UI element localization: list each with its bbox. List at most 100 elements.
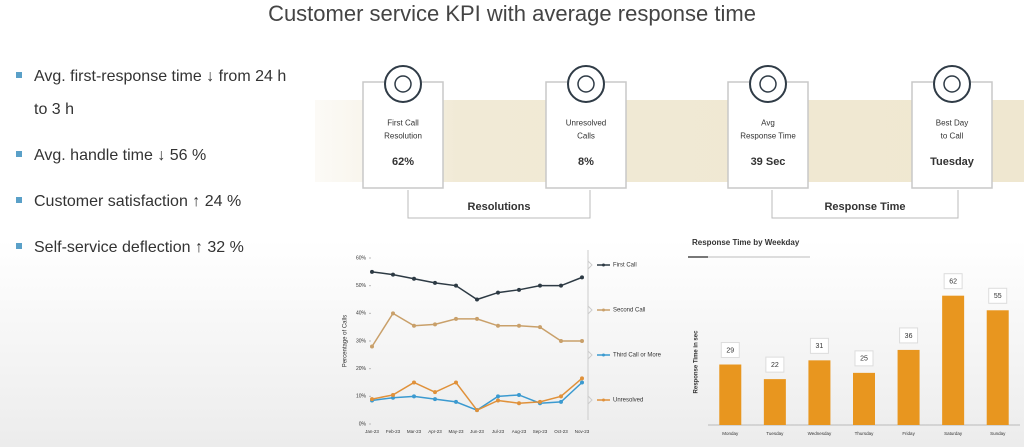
- x-tick-label: Friday: [902, 431, 915, 436]
- series-line: [371, 381, 583, 412]
- x-tick-label: Tuesday: [766, 431, 784, 436]
- bullet: Avg. first-response time ↓ from 24 h to …: [14, 60, 304, 126]
- x-tick-label: Jul-23: [492, 429, 505, 434]
- point: [433, 397, 437, 402]
- point: [580, 339, 584, 343]
- legend-label: First Call: [613, 263, 637, 269]
- group-label: Resolutions: [468, 201, 531, 213]
- point: [433, 390, 437, 395]
- point: [391, 311, 395, 316]
- point: [370, 344, 374, 349]
- legend-swatch: [602, 353, 605, 357]
- legend-notch: [587, 305, 593, 315]
- y-tick-label: 40%: [356, 311, 367, 317]
- point: [475, 316, 479, 321]
- icon: [577, 75, 595, 93]
- point: [538, 399, 542, 404]
- kpi-label: Response Time: [740, 132, 796, 141]
- y-tick-label: 60%: [356, 255, 367, 261]
- chart-title: Response Time by Weekday: [692, 238, 800, 247]
- x-tick-label: Saturday: [944, 431, 963, 436]
- icon: [933, 65, 971, 103]
- point: [517, 401, 521, 406]
- kpi-value: 39 Sec: [751, 156, 786, 168]
- point: [475, 297, 479, 302]
- kpi-label: Calls: [577, 132, 595, 141]
- kpi-label: Unresolved: [566, 119, 606, 128]
- label-box: [899, 327, 919, 344]
- bullet-list: Avg. first-response time ↓ from 24 h to …: [14, 60, 304, 277]
- legend-swatch: [602, 398, 605, 402]
- kpi-label: First Call: [387, 119, 419, 128]
- value-label: 36: [905, 333, 913, 340]
- point: [559, 399, 563, 404]
- point: [370, 269, 374, 274]
- bar: [719, 364, 742, 425]
- point: [559, 394, 563, 399]
- label-box: [988, 287, 1008, 304]
- x-tick-label: Aug-23: [512, 429, 527, 434]
- legend-notch: [587, 395, 593, 405]
- legend-notch: [587, 260, 593, 270]
- point: [517, 287, 521, 292]
- label-box: [809, 337, 829, 354]
- point: [496, 323, 500, 328]
- x-tick-label: Oct-23: [554, 429, 568, 434]
- point: [391, 392, 395, 397]
- y-tick-label: 30%: [356, 338, 367, 344]
- bar: [763, 379, 786, 425]
- bar: [853, 372, 875, 425]
- point: [412, 276, 416, 281]
- kpi-label: Best Day: [936, 119, 968, 128]
- kpi-label: to Call: [941, 132, 964, 141]
- x-tick-label: Sunday: [990, 431, 1006, 436]
- x-tick-label: Jun-23: [470, 429, 484, 434]
- value-label: 62: [949, 279, 957, 286]
- y-tick-label: 50%: [356, 283, 367, 289]
- value-label: 25: [860, 356, 868, 363]
- icon: [567, 65, 605, 103]
- bracket: [407, 190, 591, 219]
- value-label: 31: [816, 343, 824, 350]
- legend-label: Unresolved: [613, 398, 643, 404]
- point: [496, 398, 500, 403]
- value-label: 55: [994, 293, 1002, 300]
- bar: [986, 310, 1009, 425]
- x-tick-label: May-23: [448, 429, 464, 434]
- label-box: [765, 356, 785, 373]
- x-tick-label: Apr-23: [428, 429, 442, 434]
- x-tick-label: Feb-23: [386, 429, 401, 434]
- bracket: [771, 190, 959, 219]
- bullet: Self-service deflection ↑ 32 %: [14, 231, 304, 264]
- legend-label: Second Call: [613, 308, 645, 314]
- y-tick-label: 10%: [356, 394, 367, 400]
- bullet: Avg. handle time ↓ 56 %: [14, 139, 304, 172]
- value-label: 22: [771, 362, 779, 369]
- group-label: Response Time: [824, 201, 905, 213]
- point: [433, 322, 437, 327]
- point: [454, 283, 458, 288]
- x-tick-label: Nov-23: [575, 429, 590, 434]
- legend-notch: [587, 350, 593, 360]
- point: [433, 280, 437, 285]
- series-line: [371, 377, 583, 412]
- kpi-label: Avg: [761, 119, 775, 128]
- point: [412, 380, 416, 385]
- kpi-value: Tuesday: [930, 156, 975, 168]
- point: [454, 399, 458, 404]
- series-line: [371, 271, 583, 301]
- x-tick-label: Monday: [722, 431, 739, 436]
- y-axis-label: Percentage of Calls: [343, 315, 349, 367]
- x-tick-label: Mar-23: [407, 429, 422, 434]
- x-tick-label: Thursday: [855, 431, 875, 436]
- x-tick-label: Sep-23: [533, 429, 548, 434]
- y-tick-label: 0%: [359, 421, 367, 427]
- kpi-value: 62%: [392, 156, 414, 168]
- point: [370, 397, 374, 402]
- y-tick-label: 20%: [356, 366, 367, 372]
- point: [538, 283, 542, 288]
- y-axis-label: Response Time in sec: [694, 330, 700, 394]
- label-box: [854, 350, 874, 367]
